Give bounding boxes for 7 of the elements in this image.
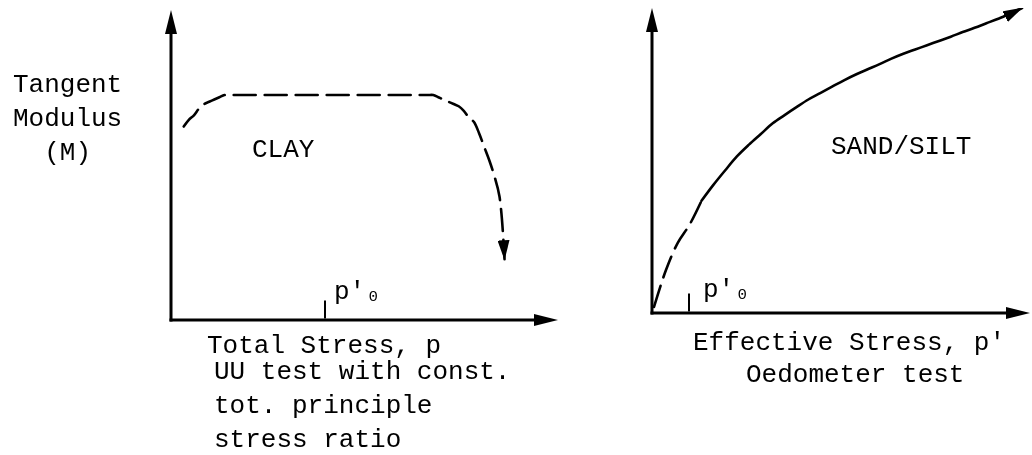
y-axis-title: Tangent Modulus (M): [13, 70, 123, 168]
annotation: SAND/SILT: [831, 132, 972, 162]
annotation: p'₀: [703, 275, 750, 305]
x-axis-title: Effective Stress, p': [693, 328, 1006, 358]
annotation: CLAY: [252, 135, 315, 165]
text: Oedometer test: [746, 360, 965, 390]
annotation: p'₀: [334, 277, 381, 307]
